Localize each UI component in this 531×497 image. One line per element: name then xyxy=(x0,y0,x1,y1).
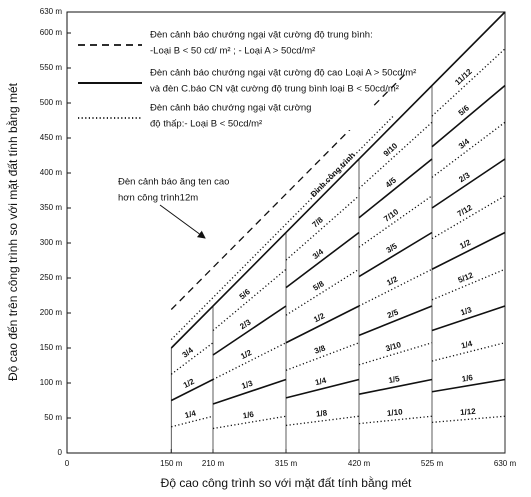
series-label: 7/12 xyxy=(456,203,474,219)
series-label: 1/4 xyxy=(460,339,474,351)
series-label: 5/6 xyxy=(238,287,253,301)
x-tick-label: 525 m xyxy=(421,459,444,468)
y-tick-label: 0 xyxy=(58,448,63,457)
y-tick-label: 300 m xyxy=(40,238,63,247)
y-tick-label: 350 m xyxy=(40,203,63,212)
series-line xyxy=(358,305,433,337)
series-line xyxy=(285,305,360,344)
legend-text: Đèn cảnh báo chướng ngại vật cường độ ca… xyxy=(150,68,416,79)
series-line xyxy=(170,342,214,375)
legend: Đèn cảnh báo chướng ngại vật cường độ tr… xyxy=(72,27,416,130)
series-label: 1/5 xyxy=(388,374,401,385)
series-label: 1/4 xyxy=(184,408,198,420)
series-line xyxy=(285,268,360,316)
y-tick-label: 150 m xyxy=(40,343,63,352)
series-line xyxy=(212,378,287,405)
series-label: 1/6 xyxy=(242,410,255,421)
series-line xyxy=(212,268,287,331)
legend-bg xyxy=(72,65,372,95)
series-label: 5/8 xyxy=(311,279,326,293)
series-line xyxy=(431,48,506,117)
series-line xyxy=(431,231,506,270)
series-line xyxy=(358,158,433,219)
series-line xyxy=(285,378,360,399)
y-axis-label: Độ cao đến trên công trình so với mặt đấ… xyxy=(5,82,20,381)
series-label: 9/10 xyxy=(382,141,400,158)
annotation-arrow xyxy=(159,204,206,239)
series-label: 3/4 xyxy=(181,345,196,359)
x-tick-label: 0 xyxy=(65,459,70,468)
series-line xyxy=(285,415,360,427)
series-label: 1/8 xyxy=(315,408,328,418)
y-tick-label: 100 m xyxy=(40,378,63,387)
series-label: 1/2 xyxy=(239,348,253,361)
series-line xyxy=(358,415,433,425)
legend-text: -Loại B < 50 cd/ m² ; - Loại A > 50cd/m² xyxy=(150,46,315,57)
legend-text: Đèn cảnh báo chướng ngại vật cường độ tr… xyxy=(150,30,373,41)
series-line xyxy=(285,231,360,289)
legend-text: Đèn cảnh báo chướng ngại vật cường xyxy=(150,103,311,114)
series-label: 1/2 xyxy=(182,377,196,390)
series-line xyxy=(431,158,506,209)
series-label: Đỉnh công trình xyxy=(309,151,357,199)
series-line xyxy=(431,415,506,423)
series-label: 3/8 xyxy=(313,343,327,356)
legend-bg xyxy=(72,100,372,130)
series-line xyxy=(212,415,287,430)
series-line xyxy=(431,121,506,178)
series-line xyxy=(170,115,395,341)
series-label: 1/3 xyxy=(240,379,254,391)
series-line xyxy=(212,305,287,356)
y-tick-label: 600 m xyxy=(40,28,63,37)
series-label: 1/6 xyxy=(461,373,474,384)
y-tick-label: 250 m xyxy=(40,273,63,282)
series-label: 3/10 xyxy=(385,340,403,353)
legend-text: và đèn C.báo CN vật cường độ trung bình … xyxy=(150,84,399,95)
series-line xyxy=(431,195,506,240)
series-label: 1/10 xyxy=(387,407,404,418)
series-line xyxy=(431,378,506,393)
y-tick-label: 500 m xyxy=(40,98,63,107)
legend-text: độ thấp:- Loại B < 50cd/m² xyxy=(150,119,262,130)
series-label: 1/12 xyxy=(460,407,477,417)
series-line xyxy=(285,342,360,371)
series-label: 1/2 xyxy=(312,311,326,324)
series-line xyxy=(170,378,214,402)
y-tick-label: 630 m xyxy=(40,7,63,16)
x-tick-label: 420 m xyxy=(348,459,371,468)
series-line xyxy=(170,11,506,349)
y-tick-label: 450 m xyxy=(40,133,63,142)
legend-bg xyxy=(72,27,372,57)
series-label: 1/4 xyxy=(314,376,328,388)
series-line xyxy=(431,305,506,332)
x-tick-label: 630 m xyxy=(494,459,517,468)
series-label: 11/12 xyxy=(453,67,474,87)
annotation: Đèn cảnh báo ăng ten cao xyxy=(118,177,229,188)
series-line xyxy=(285,195,360,261)
y-tick-label: 400 m xyxy=(40,168,63,177)
x-tick-label: 210 m xyxy=(202,459,225,468)
y-tick-label: 50 m xyxy=(44,413,62,422)
series-label: 1/2 xyxy=(385,274,399,287)
y-tick-label: 200 m xyxy=(40,308,63,317)
series-line xyxy=(358,121,433,189)
series-line xyxy=(358,268,433,307)
series-label: 1/2 xyxy=(458,238,472,251)
annotation: hơn công trình12m xyxy=(118,193,198,204)
series-label: 1/3 xyxy=(459,305,473,317)
series-label: 7/10 xyxy=(382,207,400,224)
series-line xyxy=(358,195,433,248)
series-line xyxy=(358,378,433,395)
series-label: 7/8 xyxy=(310,215,325,229)
x-axis-label: Độ cao công trình so với mặt đất tính bằ… xyxy=(161,475,412,490)
x-tick-label: 150 m xyxy=(160,459,183,468)
series-line xyxy=(358,231,433,278)
y-tick-label: 550 m xyxy=(40,63,63,72)
series-line xyxy=(431,84,506,148)
x-tick-label: 315 m xyxy=(275,459,298,468)
series-line xyxy=(431,268,506,301)
series-label: 2/5 xyxy=(386,307,400,320)
